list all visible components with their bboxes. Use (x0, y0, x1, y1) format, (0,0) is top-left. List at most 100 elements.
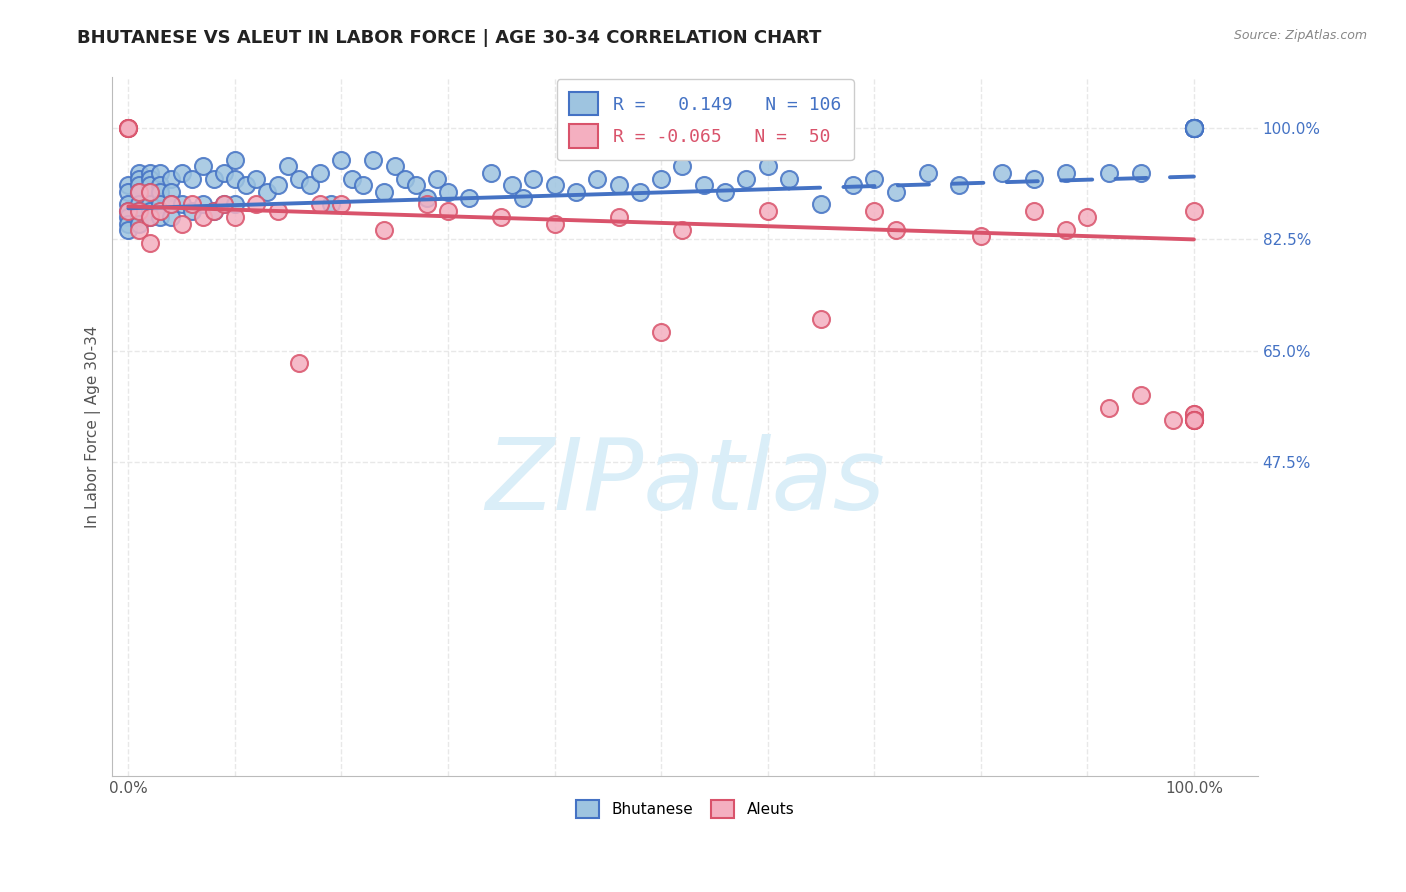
Point (191, 160, 214, 174)
Point (1182, 121, 1205, 136)
Point (149, 178, 172, 193)
Point (224, 197, 246, 211)
Point (149, 197, 172, 211)
Point (266, 178, 288, 193)
Point (214, 197, 236, 211)
Text: Source: ZipAtlas.com: Source: ZipAtlas.com (1233, 29, 1367, 42)
Point (671, 223, 693, 237)
Point (191, 197, 214, 211)
Point (117, 223, 139, 237)
Point (1182, 407, 1205, 421)
Point (1182, 413, 1205, 427)
Point (1182, 121, 1205, 136)
Point (181, 203, 204, 218)
Legend: Bhutanese, Aleuts: Bhutanese, Aleuts (569, 794, 800, 824)
Point (671, 160, 693, 174)
Point (1182, 413, 1205, 427)
Point (1182, 413, 1205, 427)
Point (1161, 413, 1184, 427)
Point (117, 217, 139, 231)
Point (650, 325, 672, 339)
Point (288, 172, 311, 186)
Point (1182, 121, 1205, 136)
Point (735, 172, 758, 186)
Point (138, 197, 160, 211)
Point (756, 160, 779, 174)
Point (138, 178, 160, 193)
Point (117, 203, 139, 218)
Point (437, 203, 460, 218)
Point (149, 210, 172, 224)
Point (884, 185, 907, 199)
Text: ZIPatlas: ZIPatlas (485, 434, 884, 532)
Point (330, 153, 353, 167)
Point (650, 172, 672, 186)
Point (1182, 203, 1205, 218)
Point (394, 172, 416, 186)
Point (1182, 121, 1205, 136)
Point (170, 166, 193, 180)
Point (128, 172, 150, 186)
Point (138, 203, 160, 218)
Point (373, 185, 395, 199)
Point (1129, 166, 1152, 180)
Point (522, 172, 544, 186)
Point (128, 217, 150, 231)
Point (1182, 407, 1205, 421)
Point (948, 178, 970, 193)
Point (277, 160, 299, 174)
Point (117, 185, 139, 199)
Point (214, 166, 236, 180)
Point (117, 121, 139, 136)
Point (416, 191, 439, 205)
Point (128, 185, 150, 199)
Point (586, 172, 609, 186)
Point (138, 172, 160, 186)
Point (149, 185, 172, 199)
Point (266, 203, 288, 218)
Point (319, 197, 342, 211)
Point (170, 197, 193, 211)
Point (138, 185, 160, 199)
Point (224, 172, 246, 186)
Point (352, 178, 374, 193)
Point (458, 191, 481, 205)
Point (191, 210, 214, 224)
Point (128, 210, 150, 224)
Point (1098, 401, 1121, 415)
Point (117, 178, 139, 193)
Point (160, 172, 183, 186)
Point (149, 166, 172, 180)
Point (491, 210, 513, 224)
Point (363, 153, 385, 167)
Point (160, 185, 183, 199)
Point (128, 185, 150, 199)
Point (1182, 121, 1205, 136)
Point (128, 203, 150, 218)
Point (810, 311, 832, 326)
Point (917, 166, 939, 180)
Point (128, 178, 150, 193)
Point (128, 223, 150, 237)
Point (330, 197, 353, 211)
Point (607, 178, 630, 193)
Point (512, 191, 534, 205)
Point (298, 178, 321, 193)
Point (202, 203, 225, 218)
Point (1022, 172, 1045, 186)
Point (884, 223, 907, 237)
Point (160, 197, 183, 211)
Point (202, 172, 225, 186)
Point (1182, 121, 1205, 136)
Point (426, 172, 449, 186)
Point (160, 197, 183, 211)
Point (235, 178, 257, 193)
Point (714, 185, 737, 199)
Point (309, 166, 332, 180)
Point (1098, 166, 1121, 180)
Point (138, 166, 160, 180)
Point (842, 178, 865, 193)
Point (628, 185, 651, 199)
Point (117, 121, 139, 136)
Point (1182, 121, 1205, 136)
